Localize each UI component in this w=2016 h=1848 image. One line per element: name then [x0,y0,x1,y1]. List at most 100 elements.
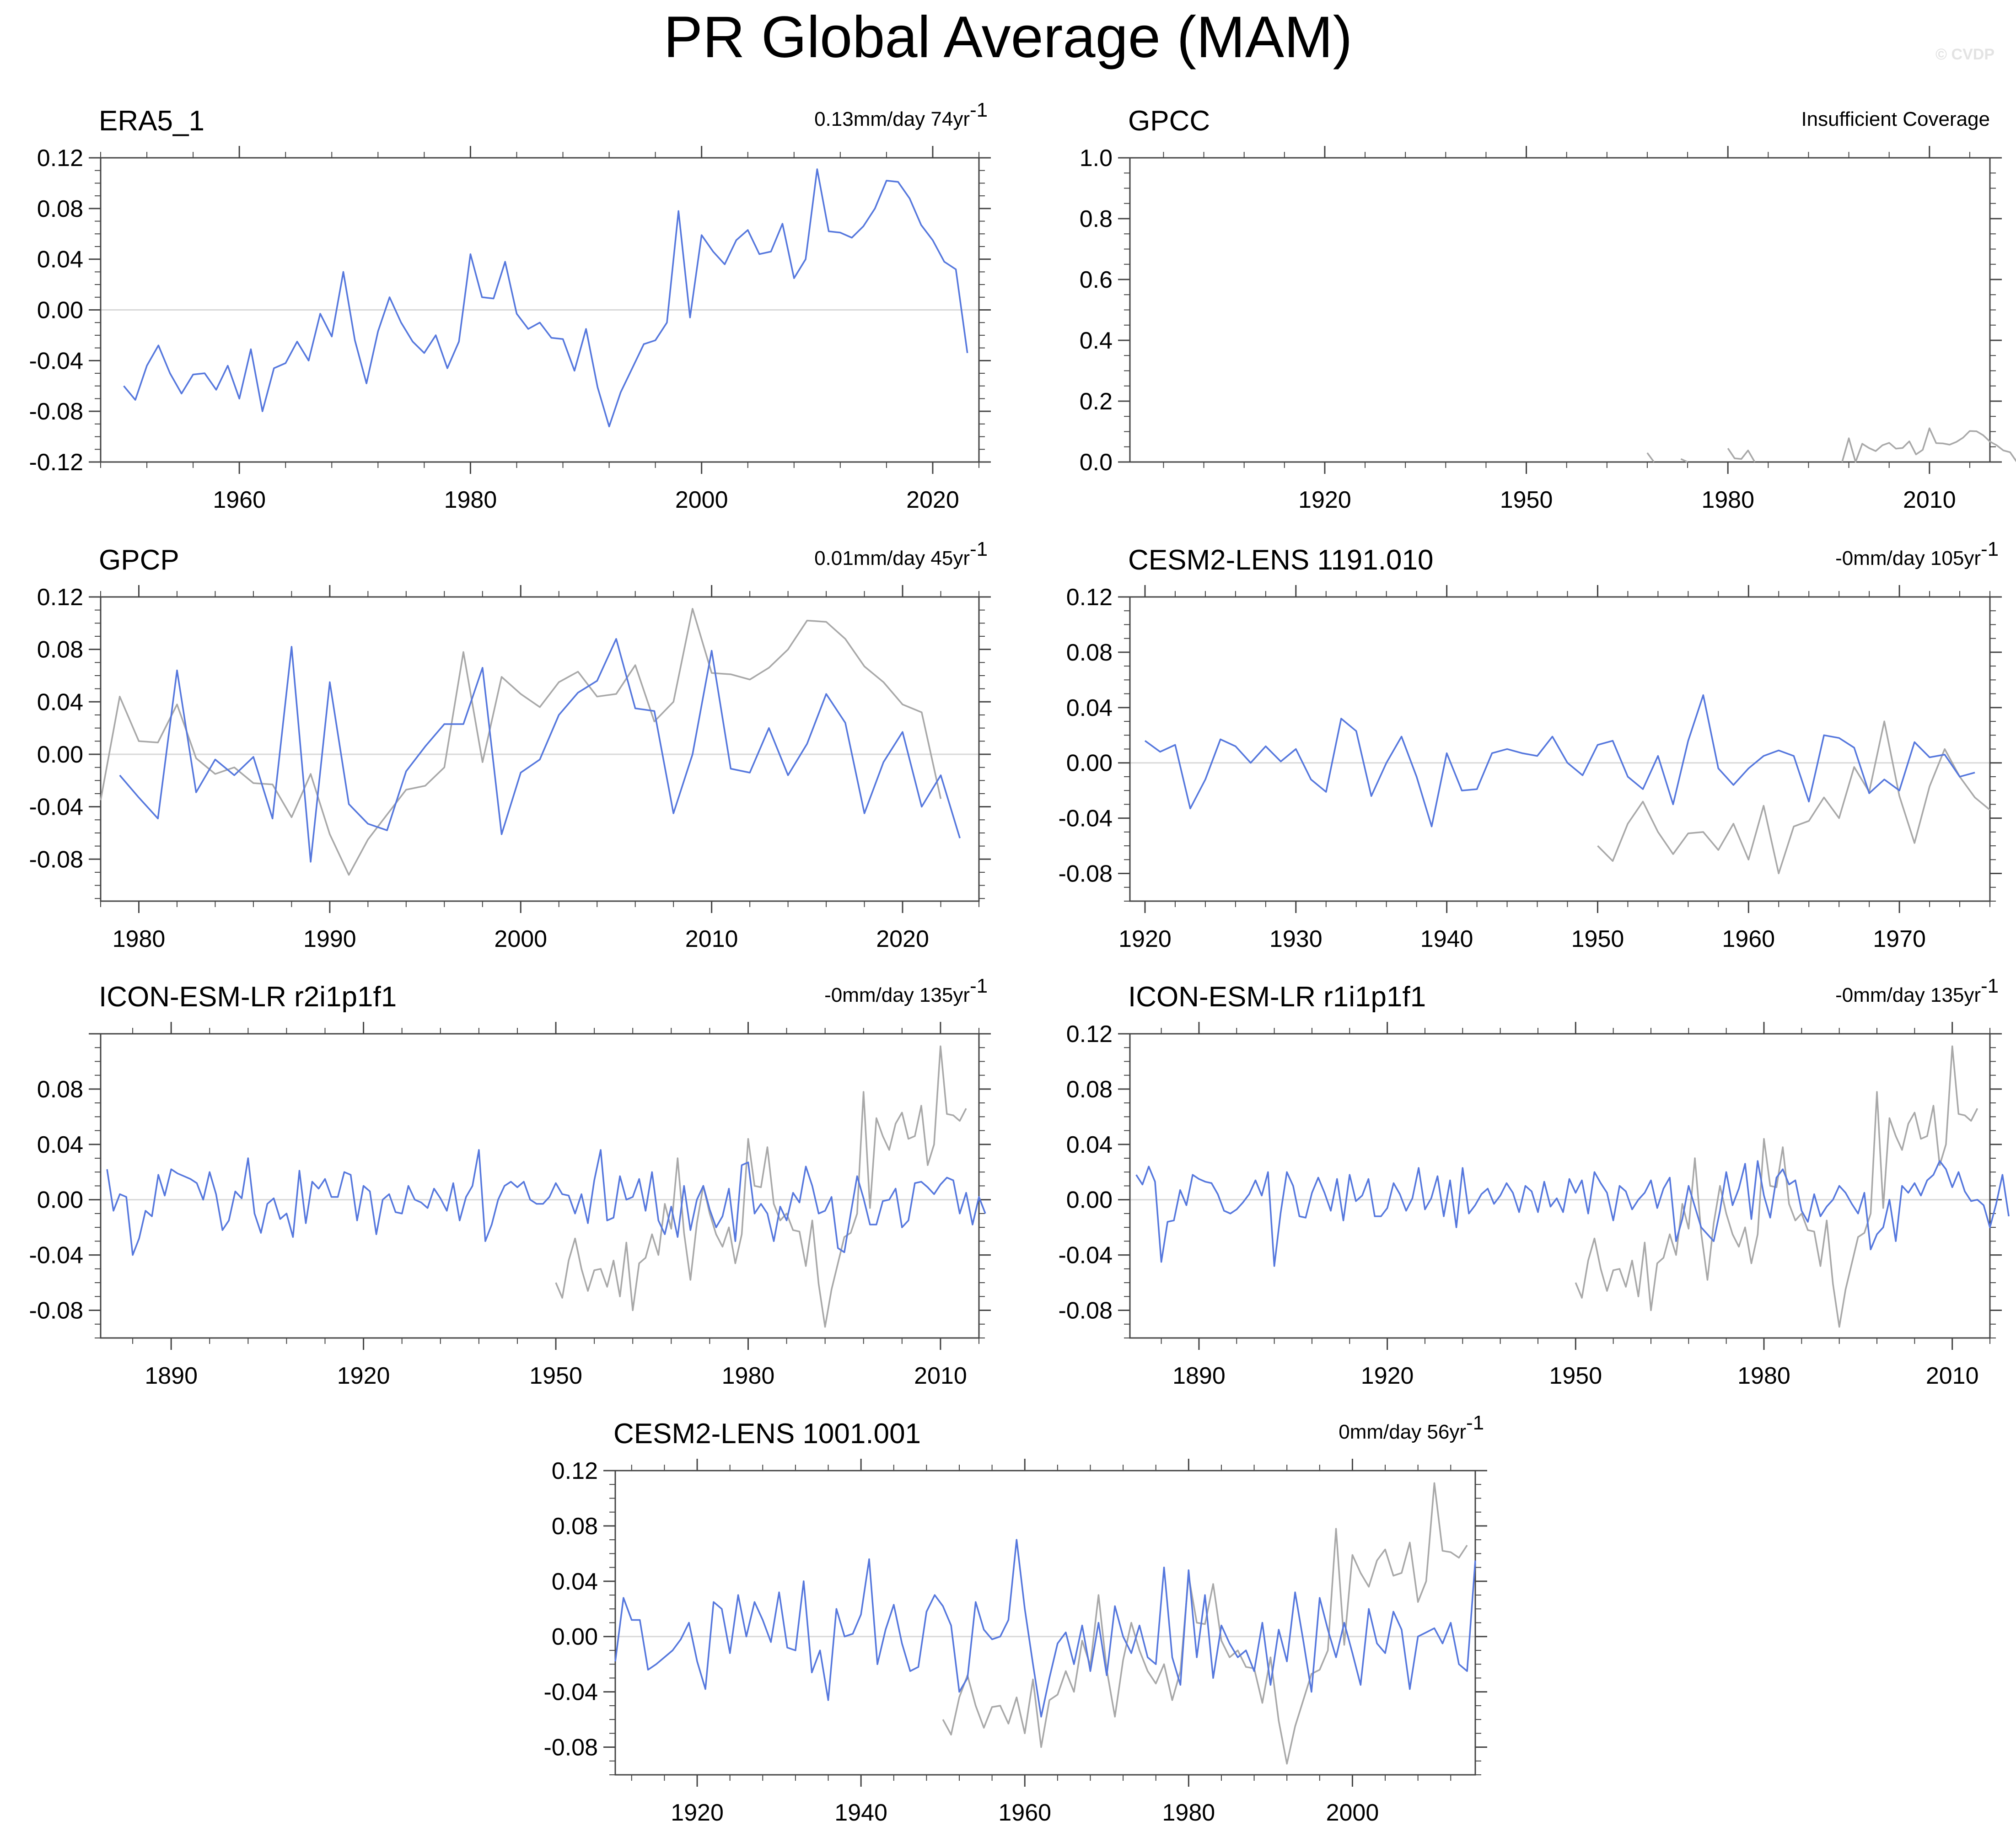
y-tick-label: -0.04 [29,348,83,374]
panel-title: ICON-ESM-LR r2i1p1f1 [99,981,397,1013]
x-tick-label: 1960 [1722,926,1775,952]
y-tick-label: 0.00 [37,297,83,324]
y-tick-label: 0.2 [1080,388,1113,415]
obs-series-line [942,1482,1468,1765]
y-tick-label: -0.08 [29,398,83,425]
y-tick-label: 0.12 [552,1458,598,1484]
chart-panel-4: -0.08 -0.04 0.00 0.04 0.08 0.12 1920 1930 1940 19… [1058,538,2002,952]
trend-exponent: -1 [970,538,988,560]
y-tick-label: -0.04 [29,1242,83,1269]
y-tick-label: -0.08 [543,1735,598,1761]
x-tick-label: 1920 [1298,487,1351,513]
y-tick-label: 0.08 [1066,1076,1113,1103]
y-tick-label: 0.04 [1066,695,1113,721]
y-tick-label: -0.08 [29,846,83,873]
trend-label: 0.13mm/day 74yr [814,108,970,130]
y-tick-label: 0.12 [1066,584,1113,611]
y-tick-label: 0.4 [1080,328,1113,354]
x-tick-label: 2010 [914,1363,967,1389]
trend-exponent: -1 [970,975,988,997]
x-tick-label: 1980 [1701,487,1754,513]
plot-frame [100,596,980,902]
y-tick-label: 0.00 [37,1187,83,1214]
watermark-text: © CVDP [1935,46,1994,63]
y-tick-label: 0.04 [37,247,83,273]
y-tick-label: 0.00 [37,741,83,768]
chart-panel-6: -0.08 -0.04 0.00 0.04 0.08 0.12 1890 1920 1950 19… [1058,975,2010,1389]
trend-label: Insufficient Coverage [1801,108,1990,130]
y-tick-label: -0.08 [29,1298,83,1324]
x-tick-label: 2000 [1326,1800,1379,1826]
obs-series-line [1646,427,2016,463]
x-tick-label: 1980 [1737,1363,1790,1389]
plot-frame [100,1033,980,1339]
y-tick-label: 0.04 [37,1132,83,1158]
x-tick-label: 2010 [1926,1363,1979,1389]
y-tick-label: -0.04 [1058,806,1113,832]
x-tick-label: 1960 [998,1800,1051,1826]
y-tick-label: -0.04 [1058,1242,1113,1269]
y-tick-label: 0.6 [1080,267,1113,293]
x-tick-label: 1940 [1420,926,1473,952]
x-tick-label: 1920 [1118,926,1172,952]
y-tick-label: 0.0 [1080,449,1113,476]
y-tick-label: 0.00 [1066,1187,1113,1214]
chart-panel-7: -0.08 -0.04 0.00 0.04 0.08 0.12 1920 1940 1960 19… [543,1412,1487,1826]
x-tick-label: 1950 [1500,487,1553,513]
x-tick-label: 1960 [213,487,266,513]
plot-frame [1129,1033,1991,1339]
x-tick-label: 2020 [876,926,929,952]
x-tick-label: 1920 [671,1800,724,1826]
y-tick-label: 1.0 [1080,145,1113,172]
chart-panel-3: -0.08 -0.04 0.00 0.04 0.08 0.12 1980 1990 2000 20… [29,538,991,952]
x-tick-label: 2000 [494,926,547,952]
panel-title: CESM2-LENS 1001.001 [613,1418,921,1450]
x-tick-label: 1950 [1571,926,1624,952]
x-tick-label: 1930 [1269,926,1322,952]
chart-panel-1: -0.12 -0.08 -0.04 0.00 0.04 0.08 0.12 1960 1980 2… [29,99,991,513]
x-tick-label: 1980 [444,487,497,513]
y-tick-label: -0.12 [29,449,83,476]
x-tick-label: 1980 [1162,1800,1215,1826]
y-tick-label: 0.08 [37,196,83,222]
model-series-line [1144,694,1975,827]
x-tick-label: 2020 [906,487,959,513]
panel-title: CESM2-LENS 1191.010 [1128,544,1433,576]
panel-title: GPCP [99,544,179,576]
trend-label: -0mm/day 135yr [1835,984,1981,1006]
trend-exponent: -1 [1981,538,1999,560]
y-tick-label: 0.08 [552,1513,598,1540]
y-tick-label: 0.12 [1066,1021,1113,1048]
y-tick-label: 0.12 [37,584,83,611]
y-tick-label: 0.04 [37,689,83,715]
trend-exponent: -1 [970,99,988,121]
model-series-line [123,168,968,428]
x-tick-label: 1980 [722,1363,775,1389]
model-series-line [614,1539,1476,1718]
y-tick-label: 0.04 [1066,1132,1113,1158]
x-tick-label: 1890 [1172,1363,1226,1389]
x-tick-label: 1950 [1549,1363,1602,1389]
obs-series-line [1575,1045,1978,1328]
trend-label: -0mm/day 135yr [824,984,970,1006]
x-tick-label: 1970 [1873,926,1926,952]
obs-series-line [1597,720,1991,875]
y-tick-label: -0.08 [1058,861,1113,887]
model-series-line [119,638,961,863]
y-tick-label: -0.08 [1058,1298,1113,1324]
x-tick-label: 2000 [675,487,728,513]
y-tick-label: 0.8 [1080,206,1113,232]
plot-frame [1129,157,1991,463]
y-tick-label: 0.04 [552,1569,598,1595]
y-tick-label: 0.00 [552,1624,598,1650]
panel-title: ICON-ESM-LR r1i1p1f1 [1128,981,1426,1013]
trend-label: 0mm/day 56yr [1339,1421,1466,1443]
x-tick-label: 1890 [145,1363,198,1389]
chart-panel-2: 0.0 0.2 0.4 0.6 0.8 1.0 1920 1950 1980 2010 GPCC In… [1080,105,2016,513]
model-series-line [106,1149,986,1256]
x-tick-label: 1990 [303,926,356,952]
chart-panel-5: -0.08 -0.04 0.00 0.04 0.08 1890 1920 1950 1980 20… [29,975,991,1389]
obs-series-line [100,608,942,876]
x-tick-label: 2010 [685,926,738,952]
